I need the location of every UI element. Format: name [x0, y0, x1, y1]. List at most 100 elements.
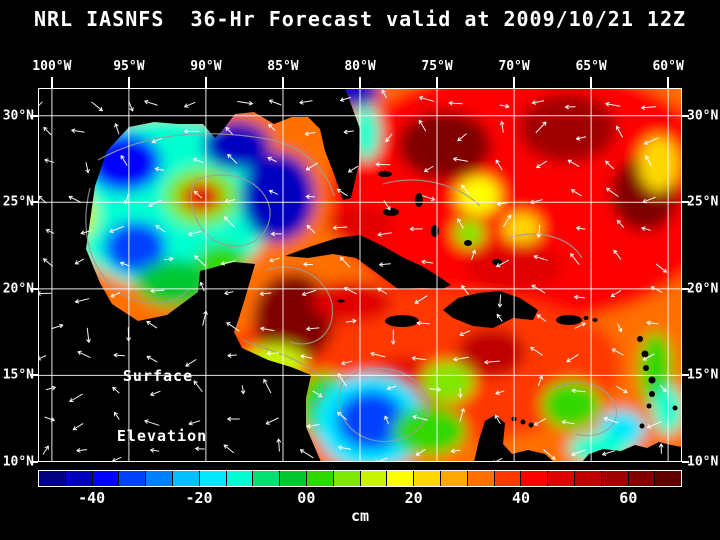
lon-tick-mark: [204, 77, 207, 88]
land-virgin-islands: [583, 316, 589, 320]
colorbar-tick-label: 00: [297, 489, 316, 507]
colorbar-segment: [655, 471, 682, 486]
lon-tick-label: 80°W: [344, 59, 376, 74]
lon-tick-label: 65°W: [575, 59, 607, 74]
lon-tick-label: 60°W: [652, 59, 684, 74]
ssh-contours: [85, 133, 618, 443]
land-puerto-rico: [556, 315, 582, 325]
colorbar-segment: [39, 471, 65, 486]
colorbar-segment: [65, 471, 92, 486]
graticule: [38, 88, 682, 462]
land-bahamas: [464, 240, 472, 246]
colorbar-tick-label: 40: [511, 489, 531, 507]
land-lesser-antilles: [649, 391, 655, 397]
lon-tick-label: 70°W: [498, 59, 530, 74]
lat-tick-mark: [682, 287, 689, 290]
lat-tick-mark: [31, 461, 38, 463]
land-virgin-islands: [592, 318, 598, 322]
colorbar-segment: [172, 471, 199, 486]
colorbar: [38, 470, 682, 487]
field-blob-colombia-green: [392, 406, 467, 455]
lat-tick-label: 30°N: [2, 108, 34, 124]
colorbar-segment: [574, 471, 601, 486]
contour-line: [553, 382, 618, 437]
land-lesser-antilles: [646, 403, 652, 409]
field-blob-pr-orange: [544, 323, 613, 359]
colorbar-segment: [280, 471, 306, 486]
colorbar-tick-label: 20: [404, 489, 423, 507]
colorbar-segment: [387, 471, 414, 486]
field-blob-atl-darkred-1: [398, 110, 491, 180]
lon-tick-mark: [50, 77, 53, 88]
land-north-central-america: [38, 88, 360, 462]
lon-tick-label: 85°W: [267, 59, 299, 74]
map-label-elevation: Elevation: [117, 427, 207, 445]
field-blob-sw-gulf-blue: [104, 221, 166, 274]
land-lesser-antilles: [672, 405, 678, 411]
lat-tick-label: 15°N: [2, 367, 34, 383]
field-blob-c-carib-green: [421, 361, 474, 404]
contour-line: [382, 179, 481, 207]
colorbar-segment: [521, 471, 548, 486]
ssh-map: Surface Elevation: [38, 88, 682, 462]
lat-tick-label: 10°N: [2, 454, 34, 470]
colorbar-tick-label: -20: [185, 489, 213, 507]
lon-tick-label: 90°W: [190, 59, 222, 74]
colorbar-segment: [601, 471, 628, 486]
colorbar-tick-label: -40: [78, 489, 106, 507]
land-lesser-antilles: [641, 350, 649, 358]
contour-line: [85, 187, 189, 305]
colorbar-segment: [494, 471, 521, 486]
map-border: [38, 88, 682, 462]
contour-line: [190, 174, 271, 247]
field-blob-sw-carib-blue: [336, 391, 405, 450]
lon-tick-label: 100°W: [32, 59, 72, 74]
colorbar-segment: [628, 471, 655, 486]
lat-tick-label: 25°N: [2, 194, 34, 210]
colorbar-segment: [360, 471, 387, 486]
lat-tick-mark: [682, 201, 689, 204]
lon-tick-mark: [513, 77, 516, 88]
colorbar-segment: [226, 471, 253, 486]
land-cuba: [285, 235, 451, 289]
lat-tick-mark: [31, 374, 38, 377]
land-bahamas: [492, 259, 502, 265]
land-lesser-antilles: [648, 376, 656, 384]
lat-tick-label: 25°N: [687, 194, 719, 210]
lat-tick-mark: [682, 114, 689, 117]
lat-tick-mark: [31, 114, 38, 117]
colorbar-segment: [146, 471, 172, 486]
field-blob-atl-yellow-1: [457, 176, 501, 215]
land-colombia: [474, 415, 554, 462]
lon-tick-mark: [436, 77, 439, 88]
land-abc-islands: [520, 419, 526, 425]
colorbar-segment: [92, 471, 119, 486]
lat-tick-label: 10°N: [687, 454, 719, 470]
plot-title: NRL IASNFS 36-Hr Forecast valid at 2009/…: [33, 7, 687, 31]
land-abc-islands: [528, 422, 534, 428]
land-venezuela: [582, 442, 682, 462]
lat-tick-label: 20°N: [687, 281, 719, 297]
field-blob-atl-yellow-3: [638, 136, 679, 192]
colorbar-segment: [414, 471, 440, 486]
lat-tick-mark: [31, 287, 38, 290]
colorbar-segment: [548, 471, 574, 486]
land-lesser-antilles: [643, 365, 649, 371]
land-bahamas: [415, 193, 423, 207]
lat-tick-label: 30°N: [687, 108, 719, 124]
colorbar-segment: [253, 471, 280, 486]
lat-tick-mark: [682, 374, 689, 377]
lon-tick-mark: [359, 77, 361, 88]
land-bahamas: [378, 171, 392, 177]
lon-tick-label: 95°W: [113, 59, 145, 74]
lon-tick-mark: [590, 77, 593, 88]
lat-tick-mark: [682, 461, 689, 463]
colorbar-segments: [39, 471, 682, 486]
lat-tick-label: 20°N: [2, 281, 34, 297]
lon-tick-label: 75°W: [421, 59, 453, 74]
land-jamaica: [385, 315, 419, 327]
colorbar-segment: [306, 471, 333, 486]
land-bahamas: [431, 225, 439, 237]
lon-tick-mark: [127, 77, 130, 88]
field-blob-e-carib-green: [541, 380, 601, 430]
